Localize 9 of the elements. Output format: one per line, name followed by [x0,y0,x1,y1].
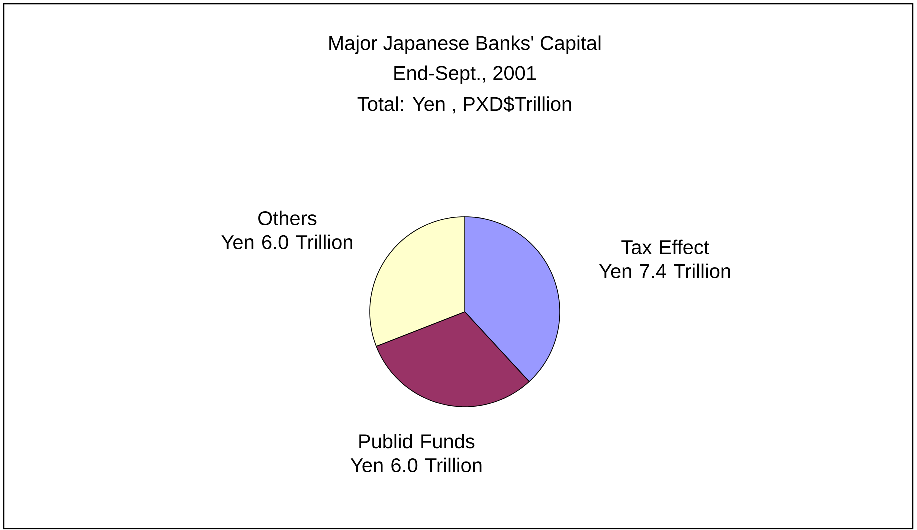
data-label: Yen 6.0 Trillion [350,458,482,473]
text: Total: Yen , PXD$Trillion [358,96,572,114]
chart-subtitle: End-Sept., 2001 [394,66,536,84]
data-label: Yen 7.4 Trillion [599,264,730,279]
chart-title: Major Japanese Banks' Capital [330,36,601,54]
data-label: Yen 6.0 Trillion [222,235,352,250]
slice-label: Publid Funds [360,434,475,449]
slice-label: Tax Effect [622,240,710,255]
slice-label: Others [258,211,317,226]
